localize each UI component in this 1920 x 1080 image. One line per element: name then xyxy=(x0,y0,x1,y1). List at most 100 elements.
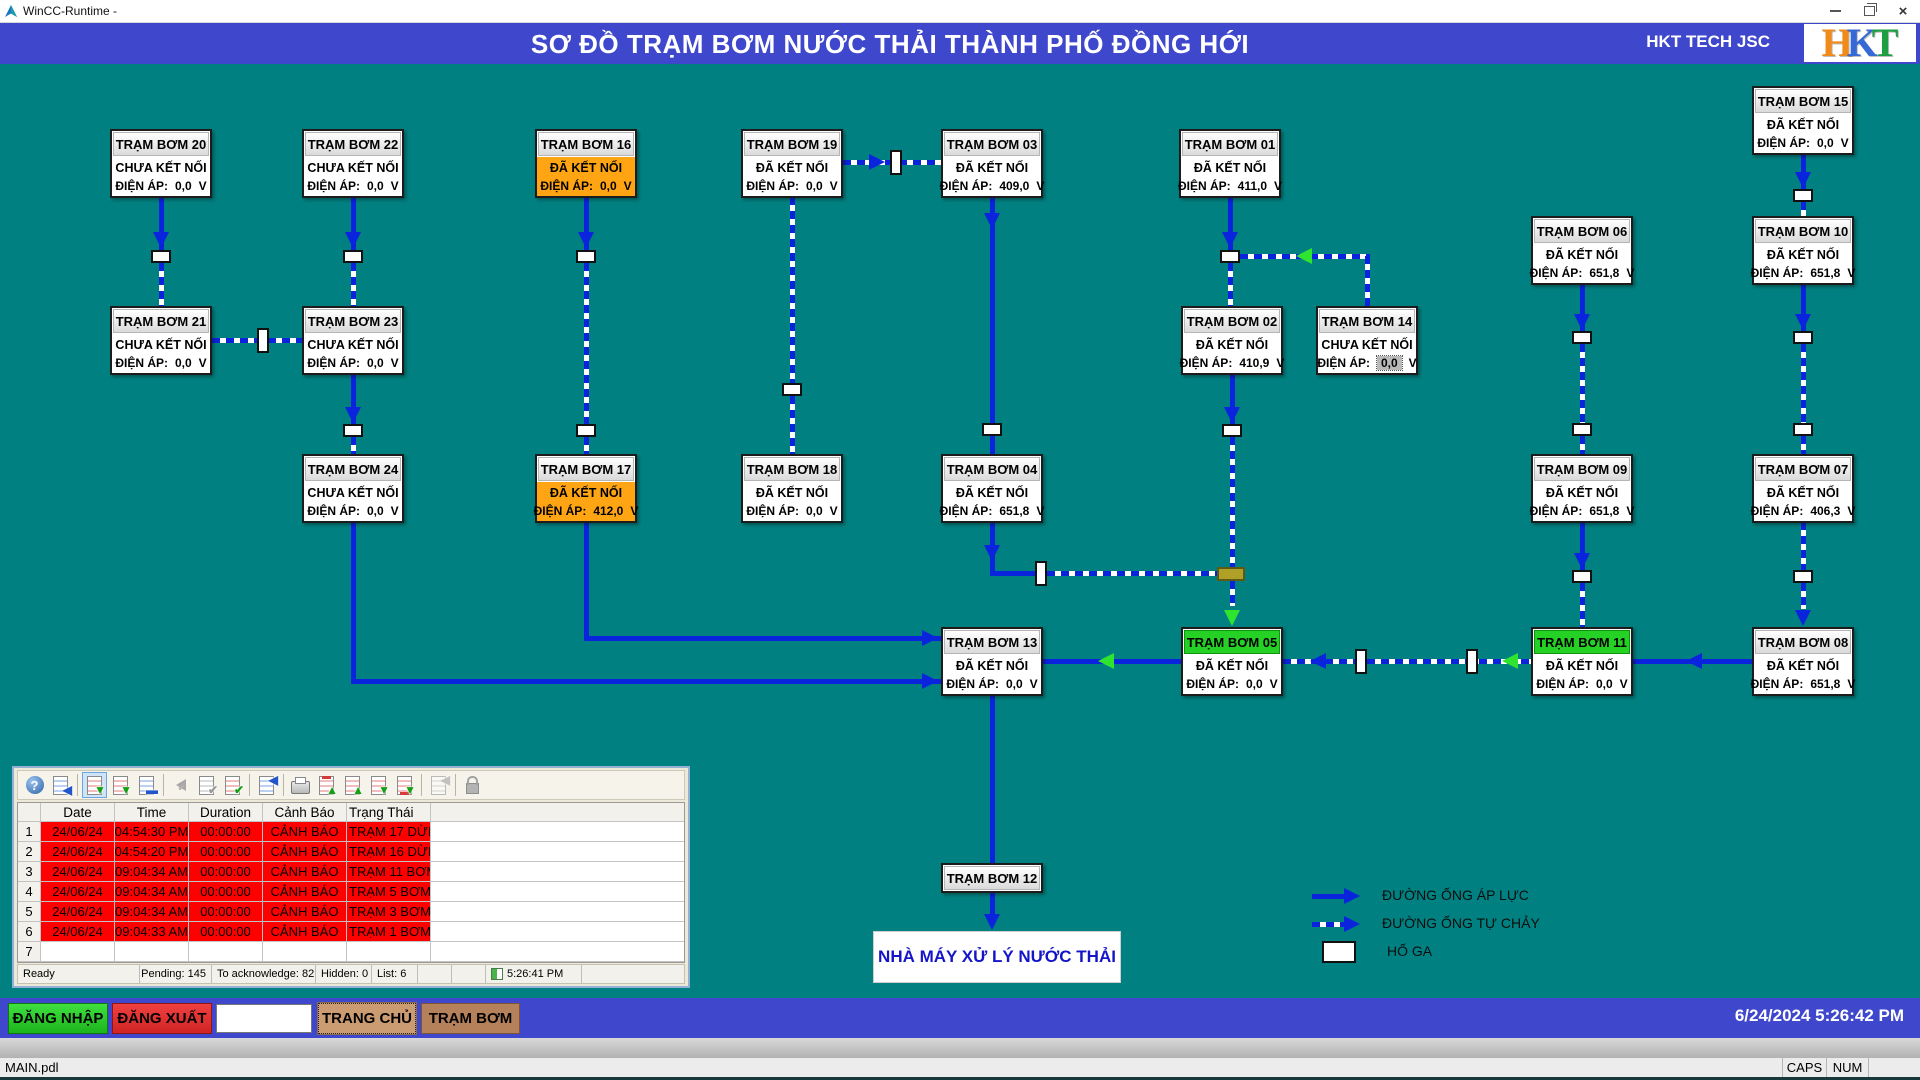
selection-dialog-icon[interactable]: ◀ xyxy=(254,772,279,798)
flow-arrow-down-icon xyxy=(345,407,361,423)
pipe-pressure xyxy=(159,197,164,251)
col-duration[interactable]: Duration xyxy=(189,803,263,823)
group-ack-icon[interactable]: ✔ xyxy=(220,772,245,798)
info-text-icon[interactable]: ◀ xyxy=(426,772,451,798)
login-button[interactable]: ĐĂNG NHẬP xyxy=(8,1003,108,1034)
toolbar-separator xyxy=(283,774,284,797)
col-date[interactable]: Date xyxy=(41,803,115,823)
node-tram-bom-23[interactable]: TRẠM BƠM 23 CHƯA KẾT NỐI ĐIỆN ÁP: 0,0 V xyxy=(302,306,404,375)
num-indicator: NUM xyxy=(1826,1058,1868,1077)
help-icon[interactable] xyxy=(22,772,47,798)
node-tram-bom-20[interactable]: TRẠM BƠM 20 CHƯA KẾT NỐI ĐIỆN ÁP: 0,0 V xyxy=(110,129,212,198)
manhole xyxy=(576,250,596,263)
node-tram-bom-07[interactable]: TRẠM BƠM 07 ĐÃ KẾT NỐI ĐIỆN ÁP: 406,3 V xyxy=(1751,454,1855,523)
node-tram-bom-16[interactable]: TRẠM BƠM 16 ĐÃ KẾT NỐI ĐIỆN ÁP: 0,0 V xyxy=(535,129,637,198)
node-tram-bom-06[interactable]: TRẠM BƠM 06 ĐÃ KẾT NỐI ĐIỆN ÁP: 651,8 V xyxy=(1530,216,1634,285)
alarm-row[interactable]: 1 24/06/24 04:54:30 PM 00:00:00 CẢNH BÁO… xyxy=(18,822,684,843)
treatment-plant-box[interactable]: NHÀ MÁY XỬ LÝ NƯỚC THẢI xyxy=(873,931,1121,983)
node-tram-bom-02[interactable]: TRẠM BƠM 02 ĐÃ KẾT NỐI ĐIỆN ÁP: 410,9 V xyxy=(1180,306,1284,375)
pipe-gravity xyxy=(1801,583,1806,609)
pump-station-button[interactable]: TRẠM BƠM xyxy=(421,1003,520,1034)
col-status[interactable]: Trạng Thái xyxy=(347,803,431,823)
node-tram-bom-24[interactable]: TRẠM BƠM 24 CHƯA KẾT NỐI ĐIỆN ÁP: 0,0 V xyxy=(302,454,404,523)
last-message-icon[interactable]: ▼ xyxy=(392,772,417,798)
node-tram-bom-09[interactable]: TRẠM BƠM 09 ĐÃ KẾT NỐI ĐIỆN ÁP: 651,8 V xyxy=(1529,454,1635,523)
first-message-icon[interactable]: ▲ xyxy=(314,772,339,798)
node-tram-bom-19[interactable]: TRẠM BƠM 19 ĐÃ KẾT NỐI ĐIỆN ÁP: 0,0 V xyxy=(741,129,843,198)
horn-ack-icon[interactable] xyxy=(168,772,193,798)
toolbar-separator xyxy=(77,774,78,797)
short-term-archive-icon[interactable]: ▼ xyxy=(108,772,133,798)
alarm-row[interactable]: 5 24/06/24 09:04:34 AM 00:00:00 CẢNH BÁO… xyxy=(18,902,684,923)
node-title: TRẠM BƠM 02 xyxy=(1184,309,1280,333)
col-warning[interactable]: Cảnh Báo xyxy=(263,803,347,823)
minimize-icon[interactable] xyxy=(1818,1,1852,21)
node-tram-bom-21[interactable]: TRẠM BƠM 21 CHƯA KẾT NỐI ĐIỆN ÁP: 0,0 V xyxy=(110,306,212,375)
flow-arrow-left-green-icon xyxy=(1296,248,1312,264)
logout-button[interactable]: ĐĂNG XUẤT xyxy=(112,1003,212,1034)
node-tram-bom-05[interactable]: TRẠM BƠM 05 ĐÃ KẾT NỐI ĐIỆN ÁP: 0,0 V xyxy=(1181,627,1283,696)
node-status: ĐÃ KẾT NỐI xyxy=(1195,659,1269,673)
bottom-edge xyxy=(0,1077,1920,1080)
manhole xyxy=(1466,649,1478,674)
alarm-to-acknowledge: To acknowledge: 82 xyxy=(212,965,316,983)
node-tram-bom-03[interactable]: TRẠM BƠM 03 ĐÃ KẾT NỐI ĐIỆN ÁP: 409,0 V xyxy=(940,129,1044,198)
alarm-status-empty xyxy=(452,965,486,983)
close-icon[interactable]: × xyxy=(1898,2,1908,20)
print-icon[interactable] xyxy=(288,772,313,798)
manhole xyxy=(1220,250,1240,263)
toolbar-separator xyxy=(455,774,456,797)
horizontal-scrollbar[interactable] xyxy=(0,1038,1920,1058)
node-tram-bom-17[interactable]: TRẠM BƠM 17 ĐÃ KẾT NỐI ĐIỆN ÁP: 412,0 V xyxy=(534,454,638,523)
node-voltage: ĐIỆN ÁP: 651,8 V xyxy=(1529,504,1635,518)
password-input[interactable] xyxy=(216,1004,312,1033)
single-ack-icon[interactable]: ✔ xyxy=(194,772,219,798)
node-tram-bom-18[interactable]: TRẠM BƠM 18 ĐÃ KẾT NỐI ĐIỆN ÁP: 0,0 V xyxy=(741,454,843,523)
flow-arrow-down-icon xyxy=(984,545,1000,561)
node-tram-bom-13[interactable]: TRẠM BƠM 13 ĐÃ KẾT NỐI ĐIỆN ÁP: 0,0 V xyxy=(941,627,1043,696)
node-tram-bom-15[interactable]: TRẠM BƠM 15 ĐÃ KẾT NỐI ĐIỆN ÁP: 0,0 V xyxy=(1752,86,1854,155)
connection-grid-icon xyxy=(491,968,503,981)
node-tram-bom-12[interactable]: TRẠM BƠM 12 xyxy=(941,863,1043,893)
pipe-pressure xyxy=(584,522,589,641)
node-tram-bom-01[interactable]: TRẠM BƠM 01 ĐÃ KẾT NỐI ĐIỆN ÁP: 411,0 V xyxy=(1178,129,1282,198)
node-title: TRẠM BƠM 16 xyxy=(538,132,634,156)
node-tram-bom-08[interactable]: TRẠM BƠM 08 ĐÃ KẾT NỐI ĐIỆN ÁP: 651,8 V xyxy=(1751,627,1855,696)
legend-gravity-line xyxy=(1312,922,1348,927)
long-term-archive-icon[interactable]: ▬ xyxy=(134,772,159,798)
node-status: ĐÃ KẾT NỐI xyxy=(1193,161,1267,175)
node-status: ĐÃ KẾT NỐI xyxy=(755,161,829,175)
node-tram-bom-11[interactable]: TRẠM BƠM 11 ĐÃ KẾT NỐI ĐIỆN ÁP: 0,0 V xyxy=(1531,627,1633,696)
alarm-row[interactable]: 2 24/06/24 04:54:20 PM 00:00:00 CẢNH BÁO… xyxy=(18,842,684,863)
node-voltage: ĐIỆN ÁP: 0,0 V xyxy=(1536,677,1628,691)
page-title: SƠ ĐỒ TRẠM BƠM NƯỚC THẢI THÀNH PHỐ ĐỒNG … xyxy=(530,29,1250,59)
export-list-icon[interactable]: ◀ xyxy=(48,772,73,798)
manhole xyxy=(1572,331,1592,344)
pipe-gravity xyxy=(1580,436,1585,454)
next-message-icon[interactable]: ▼ xyxy=(366,772,391,798)
alarm-row[interactable]: 6 24/06/24 09:04:33 AM 00:00:00 CẢNH BÁO… xyxy=(18,922,684,943)
manhole xyxy=(1793,331,1813,344)
node-status: ĐÃ KẾT NỐI xyxy=(1766,486,1840,500)
node-title: TRẠM BƠM 12 xyxy=(944,866,1040,890)
col-time[interactable]: Time xyxy=(115,803,189,823)
node-tram-bom-10[interactable]: TRẠM BƠM 10 ĐÃ KẾT NỐI ĐIỆN ÁP: 651,8 V xyxy=(1751,216,1855,285)
alarm-row[interactable]: 4 24/06/24 09:04:34 AM 00:00:00 CẢNH BÁO… xyxy=(18,882,684,903)
pipe-gravity xyxy=(1580,344,1585,423)
pipe-gravity xyxy=(1801,436,1806,454)
alarm-row-empty[interactable]: 7 xyxy=(18,942,684,963)
alarm-time: 5:26:41 PM xyxy=(507,968,564,981)
node-tram-bom-22[interactable]: TRẠM BƠM 22 CHƯA KẾT NỐI ĐIỆN ÁP: 0,0 V xyxy=(302,129,404,198)
node-status: ĐÃ KẾT NỐI xyxy=(1766,118,1840,132)
company-name: HKT TECH JSC xyxy=(1646,32,1770,51)
restore-icon[interactable] xyxy=(1852,1,1886,21)
alarm-row[interactable]: 3 24/06/24 09:04:34 AM 00:00:00 CẢNH BÁO… xyxy=(18,862,684,883)
node-tram-bom-14[interactable]: TRẠM BƠM 14 CHƯA KẾT NỐI ĐIỆN ÁP: 0,0 V xyxy=(1316,306,1418,375)
message-list-icon[interactable]: ▼ xyxy=(82,772,107,799)
home-button[interactable]: TRANG CHỦ xyxy=(317,1002,417,1035)
lock-icon[interactable] xyxy=(460,772,485,798)
node-tram-bom-04[interactable]: TRẠM BƠM 04 ĐÃ KẾT NỐI ĐIỆN ÁP: 651,8 V xyxy=(940,454,1044,523)
manhole xyxy=(576,424,596,437)
node-status: ĐÃ KẾT NỐI xyxy=(755,486,829,500)
previous-message-icon[interactable]: ▲ xyxy=(340,772,365,798)
